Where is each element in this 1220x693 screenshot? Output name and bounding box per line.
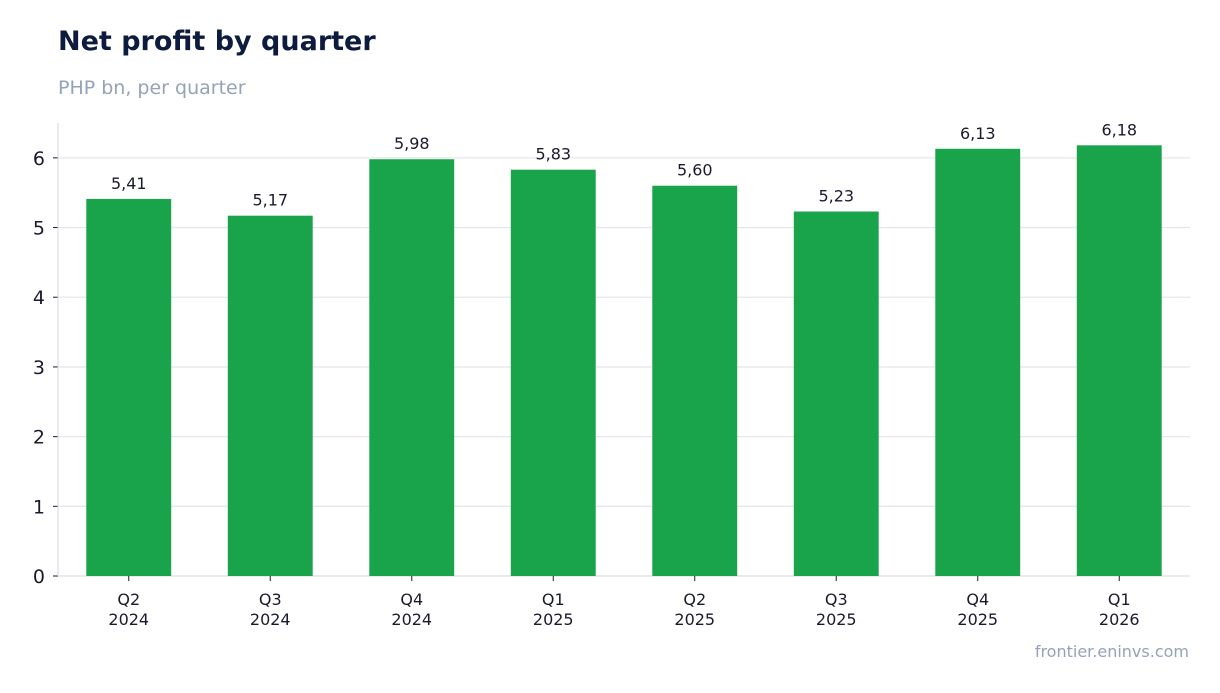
y-tick-label: 1 — [33, 496, 45, 518]
x-tick-label: Q2 — [683, 590, 706, 609]
x-tick-label: 2024 — [391, 610, 432, 629]
bar — [86, 198, 172, 577]
x-tick-label: Q4 — [966, 590, 989, 609]
data-label: 5,17 — [252, 191, 288, 210]
x-tick-label: 2025 — [533, 610, 574, 629]
x-tick-label: Q3 — [825, 590, 848, 609]
x-tick-label: 2025 — [957, 610, 998, 629]
bar — [369, 159, 455, 577]
bar — [510, 169, 596, 576]
data-label: 5,98 — [394, 134, 430, 153]
y-tick-label: 3 — [33, 357, 45, 379]
x-tick-label: 2025 — [674, 610, 715, 629]
data-label: 5,23 — [818, 187, 854, 206]
chart-title: Net profit by quarter — [58, 26, 376, 57]
y-tick-label: 6 — [33, 148, 45, 170]
bar — [1076, 145, 1162, 576]
data-label: 5,60 — [677, 161, 713, 180]
bar — [652, 185, 738, 576]
data-label: 6,18 — [1101, 120, 1137, 139]
x-tick-label: 2024 — [250, 610, 291, 629]
y-tick-label: 4 — [33, 287, 45, 309]
x-tick-label: Q1 — [1108, 590, 1131, 609]
x-tick-label: Q3 — [259, 590, 282, 609]
x-tick-label: 2024 — [108, 610, 149, 629]
bar — [935, 148, 1021, 577]
data-label: 5,41 — [111, 174, 147, 193]
x-tick-label: Q4 — [400, 590, 423, 609]
data-label: 6,13 — [960, 124, 996, 143]
source-label: frontier.eninvs.com — [1034, 642, 1189, 661]
y-tick-label: 2 — [33, 427, 45, 449]
x-tick-label: 2025 — [816, 610, 857, 629]
y-tick-label: 5 — [33, 218, 45, 240]
chart-subtitle: PHP bn, per quarter — [58, 77, 246, 99]
x-tick-label: Q1 — [542, 590, 565, 609]
data-label: 5,83 — [535, 145, 571, 164]
x-tick-label: Q2 — [117, 590, 140, 609]
bar — [793, 211, 879, 577]
x-tick-label: 2026 — [1099, 610, 1140, 629]
bar — [227, 215, 313, 576]
y-tick-label: 0 — [33, 566, 45, 588]
